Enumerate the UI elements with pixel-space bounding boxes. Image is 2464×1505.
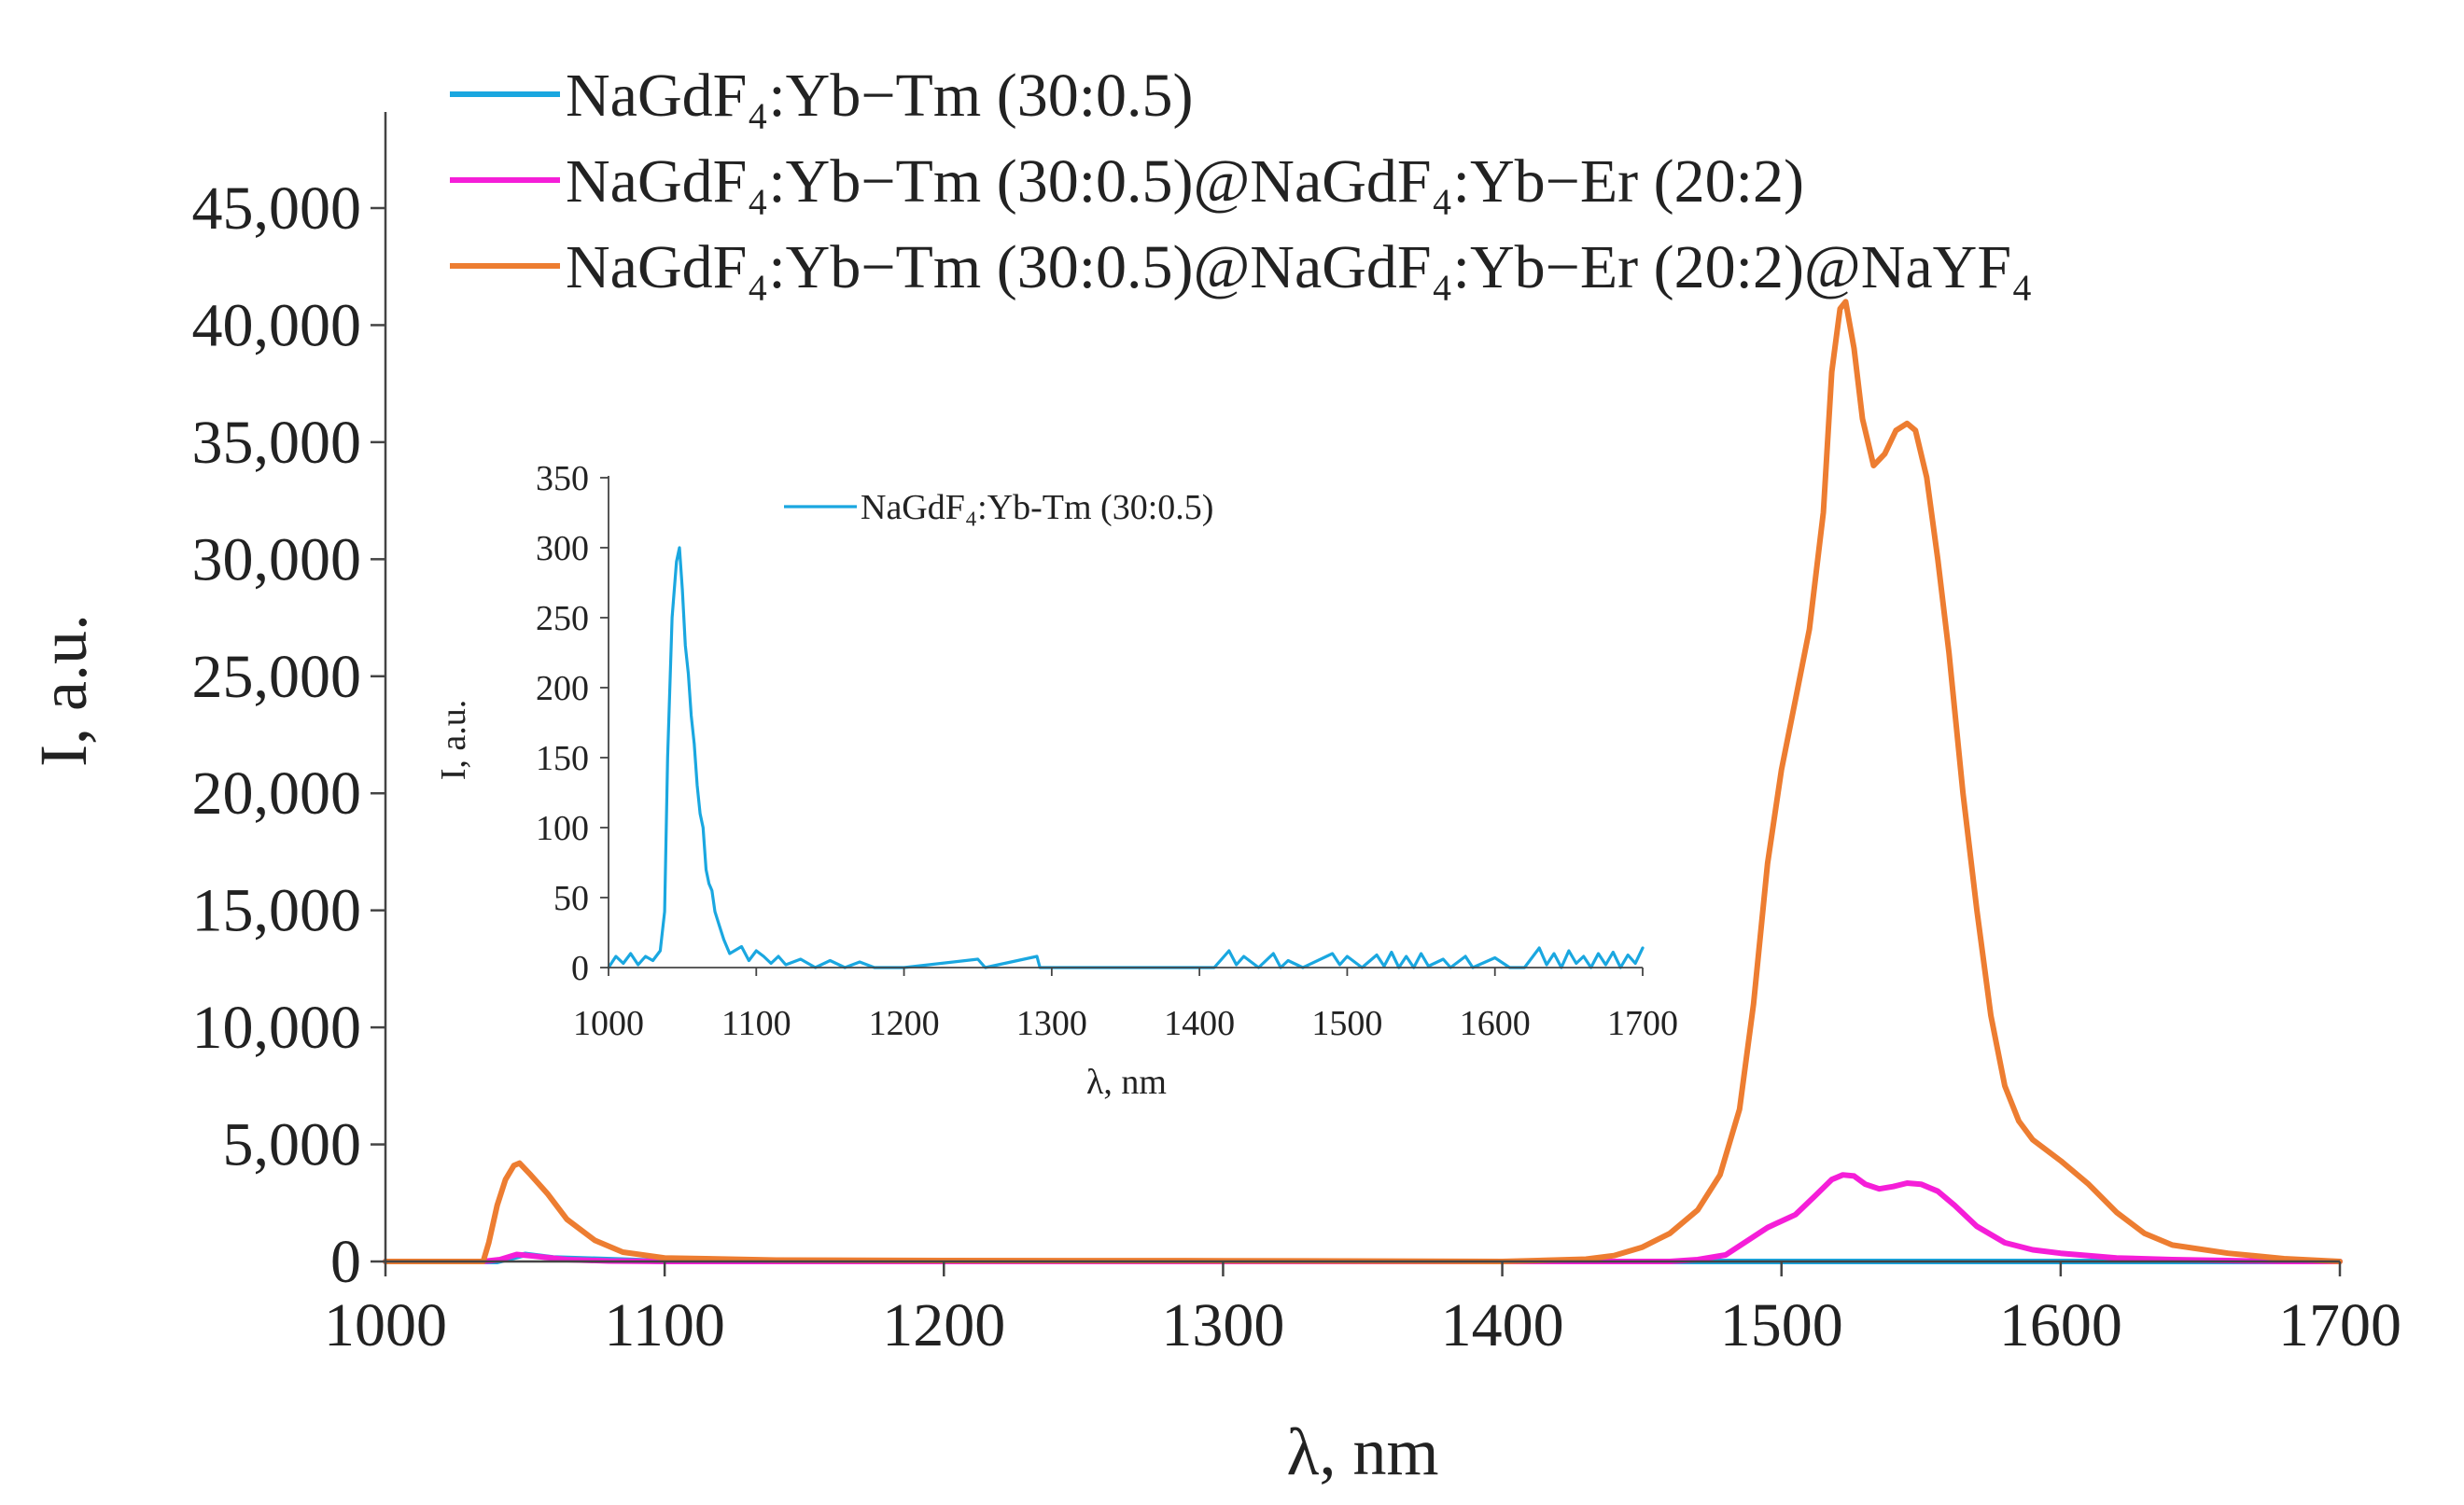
inset-y-ticks: 0 50 100 150 200 250 300 350 (536, 459, 609, 988)
main-y-tick-label: 30,000 (192, 525, 362, 593)
inset-x-tick-label: 1400 (1164, 1004, 1235, 1043)
inset-x-tick-label: 1200 (869, 1004, 940, 1043)
main-x-axis-title: λ, nm (1287, 1414, 1439, 1489)
main-y-tick-label: 15,000 (192, 877, 362, 945)
main-x-tick-label: 1600 (1999, 1291, 2122, 1359)
inset-legend: NaGdF₄:Yb-Tm (30:0.5) (784, 488, 1213, 527)
inset-y-tick-label: 250 (536, 599, 589, 638)
main-y-tick-label: 10,000 (192, 994, 362, 1062)
inset-y-tick-label: 100 (536, 809, 589, 848)
main-y-axis-title: I, a.u. (26, 614, 101, 767)
inset-series-line-0 (607, 546, 1645, 969)
main-series-line-1 (383, 1172, 2343, 1264)
main-y-tick-label: 45,000 (192, 174, 362, 243)
main-series-group (383, 299, 2343, 1264)
main-x-tick-label: 1200 (882, 1291, 1005, 1359)
main-legend-label-2: NaGdF₄:Yb−Tm (30:0.5)@NaGdF₄:Yb−Er (20:2… (566, 233, 2033, 301)
main-legend: NaGdF₄:Yb−Tm (30:0.5) NaGdF₄:Yb−Tm (30:0.… (450, 62, 2033, 301)
main-y-tick-label: 35,000 (192, 409, 362, 477)
main-y-ticks: 0 5,000 10,000 15,000 20,000 25,000 30,000 35,0… (192, 174, 385, 1296)
inset-x-tick-label: 1300 (1016, 1004, 1087, 1043)
inset-x-axis-title: λ, nm (1086, 1063, 1167, 1102)
main-x-tick-label: 1000 (324, 1291, 447, 1359)
main-plot: 0 5,000 10,000 15,000 20,000 25,000 30,000 35,0… (26, 62, 2401, 1489)
inset-x-tick-label: 1700 (1607, 1004, 1678, 1043)
main-x-tick-label: 1100 (604, 1291, 725, 1359)
main-x-tick-label: 1400 (1441, 1291, 1564, 1359)
inset-x-tick-label: 1500 (1311, 1004, 1382, 1043)
inset-series-group (607, 546, 1645, 969)
main-y-tick-label: 20,000 (192, 759, 362, 828)
inset-y-tick-label: 0 (571, 949, 589, 988)
main-series-line-2 (383, 299, 2343, 1264)
inset-x-tick-label: 1600 (1460, 1004, 1531, 1043)
inset-y-tick-label: 300 (536, 529, 589, 568)
inset-y-tick-label: 150 (536, 739, 589, 778)
main-legend-label-1: NaGdF₄:Yb−Tm (30:0.5)@NaGdF₄:Yb−Er (20:2… (566, 147, 1804, 216)
main-legend-label-0: NaGdF₄:Yb−Tm (30:0.5) (566, 62, 1194, 130)
inset-x-ticks: 1000 1100 1200 1300 1400 1500 1600 1700 (573, 968, 1678, 1043)
main-x-tick-label: 1300 (1161, 1291, 1284, 1359)
main-x-tick-label: 1700 (2278, 1291, 2401, 1359)
inset-y-tick-label: 200 (536, 669, 589, 708)
inset-y-tick-label: 50 (553, 879, 589, 918)
main-y-tick-label: 25,000 (192, 643, 362, 711)
inset-y-axis-title: I, a.u. (434, 700, 473, 781)
inset-x-tick-label: 1000 (573, 1004, 644, 1043)
main-x-ticks: 1000 1100 1200 1300 1400 1500 1600 1700 (324, 1261, 2401, 1359)
inset-x-tick-label: 1100 (721, 1004, 791, 1043)
main-y-tick-label: 5,000 (223, 1111, 362, 1179)
main-y-tick-label: 0 (330, 1228, 361, 1296)
inset-legend-label-0: NaGdF₄:Yb-Tm (30:0.5) (861, 488, 1213, 527)
main-x-tick-label: 1500 (1720, 1291, 1843, 1359)
main-y-tick-label: 40,000 (192, 291, 362, 359)
inset-plot: 0 50 100 150 200 250 300 350 1000 1100 1200 1300 14… (434, 459, 1678, 1102)
inset-y-tick-label: 350 (536, 459, 589, 498)
